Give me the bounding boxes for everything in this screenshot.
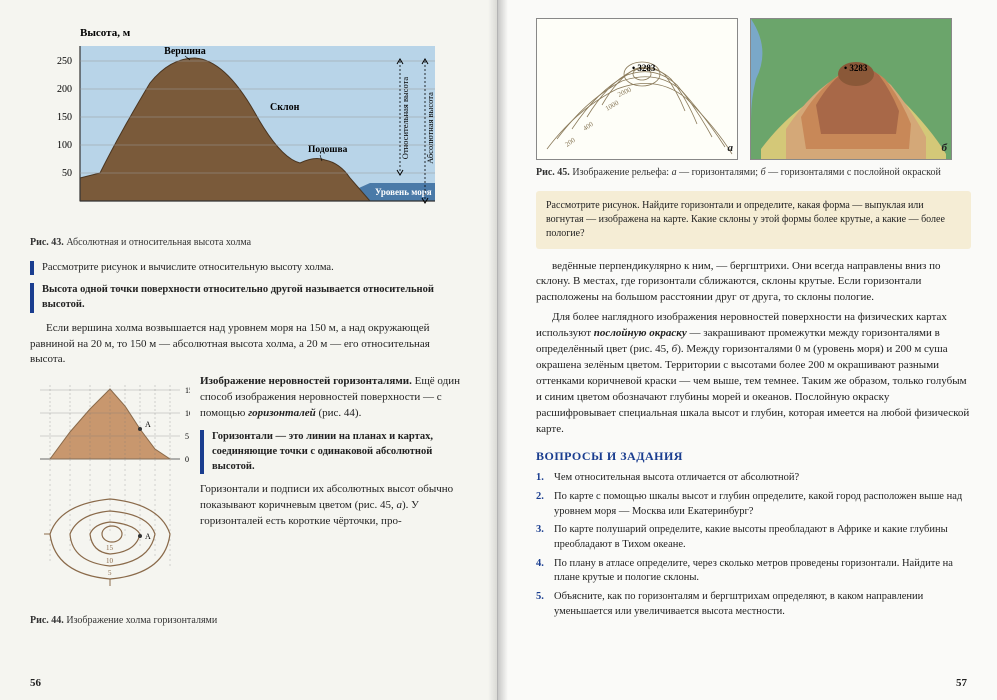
axis-title: Высота, м: [80, 27, 131, 39]
question-item: По карте с помощью шкалы высот и глубин …: [536, 490, 971, 519]
page-number-left: 56: [30, 676, 41, 692]
svg-text:10: 10: [106, 557, 114, 565]
task-box: Рассмотрите рисунок. Найдите горизонтали…: [536, 191, 971, 249]
fig44-side-text: Изображение неровностей горизонталями. Е…: [200, 374, 467, 610]
ytick-150: 150: [57, 112, 72, 123]
svg-text:15м: 15м: [185, 386, 190, 395]
fig45-maps: • 3283 200 400 1000 2000 а • 3283 б: [536, 18, 971, 160]
definition-bar-2: Горизонтали — это линии на планах и карт…: [200, 430, 467, 474]
svg-text:А: А: [145, 532, 151, 541]
para-layer-tint: Для более наглядного изображения неровно…: [536, 310, 971, 438]
svg-text:Вершина: Вершина: [164, 46, 206, 57]
svg-text:0: 0: [185, 455, 189, 464]
svg-text:Относительная высота: Относительная высота: [400, 77, 410, 160]
svg-text:• 3283: • 3283: [632, 63, 656, 73]
map-letter-b: б: [942, 141, 948, 157]
svg-text:5: 5: [108, 569, 112, 577]
question-item: Чем относительная высота отличается от а…: [536, 471, 971, 486]
questions-title: ВОПРОСЫ И ЗАДАНИЯ: [536, 448, 971, 465]
question-item: Объясните, как по горизонталям и бергштр…: [536, 590, 971, 619]
ytick-250: 250: [57, 56, 72, 67]
page-number-right: 57: [956, 676, 967, 692]
svg-text:5: 5: [185, 432, 189, 441]
svg-text:А: А: [145, 420, 151, 429]
para-abs-height: Если вершина холма возвышается над уровн…: [30, 321, 467, 369]
svg-text:15: 15: [106, 544, 114, 552]
svg-text:10: 10: [185, 409, 190, 418]
question-item: По карте полушарий определите, какие выс…: [536, 523, 971, 552]
svg-text:Абсолютная высота: Абсолютная высота: [425, 92, 435, 164]
fig43-chart: 50 100 150 200 250 Высота, м Вершина Скл…: [30, 18, 470, 228]
fig44-diagram: 15м 10 5 0 А: [30, 374, 190, 610]
task-bar-1: Рассмотрите рисунок и вычислите относите…: [30, 261, 467, 276]
questions-list: Чем относительная высота отличается от а…: [536, 471, 971, 619]
fig45-caption: Рис. 45. Изображение рельефа: а — горизо…: [536, 166, 971, 181]
fig44-caption: Рис. 44. Изображение холма горизонталями: [30, 614, 467, 629]
para-bergstrikhi: ведённые перпендикулярно к ним, — бергшт…: [536, 259, 971, 307]
ytick-200: 200: [57, 84, 72, 95]
svg-text:• 3283: • 3283: [844, 63, 868, 73]
svg-text:Склон: Склон: [270, 102, 300, 113]
definition-bar-1: Высота одной точки поверхности относител…: [30, 283, 467, 312]
fig43-caption: Рис. 43. Абсолютная и относительная высо…: [30, 236, 467, 251]
svg-text:Уровень моря: Уровень моря: [375, 187, 432, 197]
ytick-100: 100: [57, 140, 72, 151]
map-letter-a: а: [728, 141, 734, 157]
ytick-50: 50: [62, 168, 72, 179]
svg-text:Подошва: Подошва: [308, 145, 348, 155]
question-item: По плану в атласе определите, через скол…: [536, 557, 971, 586]
